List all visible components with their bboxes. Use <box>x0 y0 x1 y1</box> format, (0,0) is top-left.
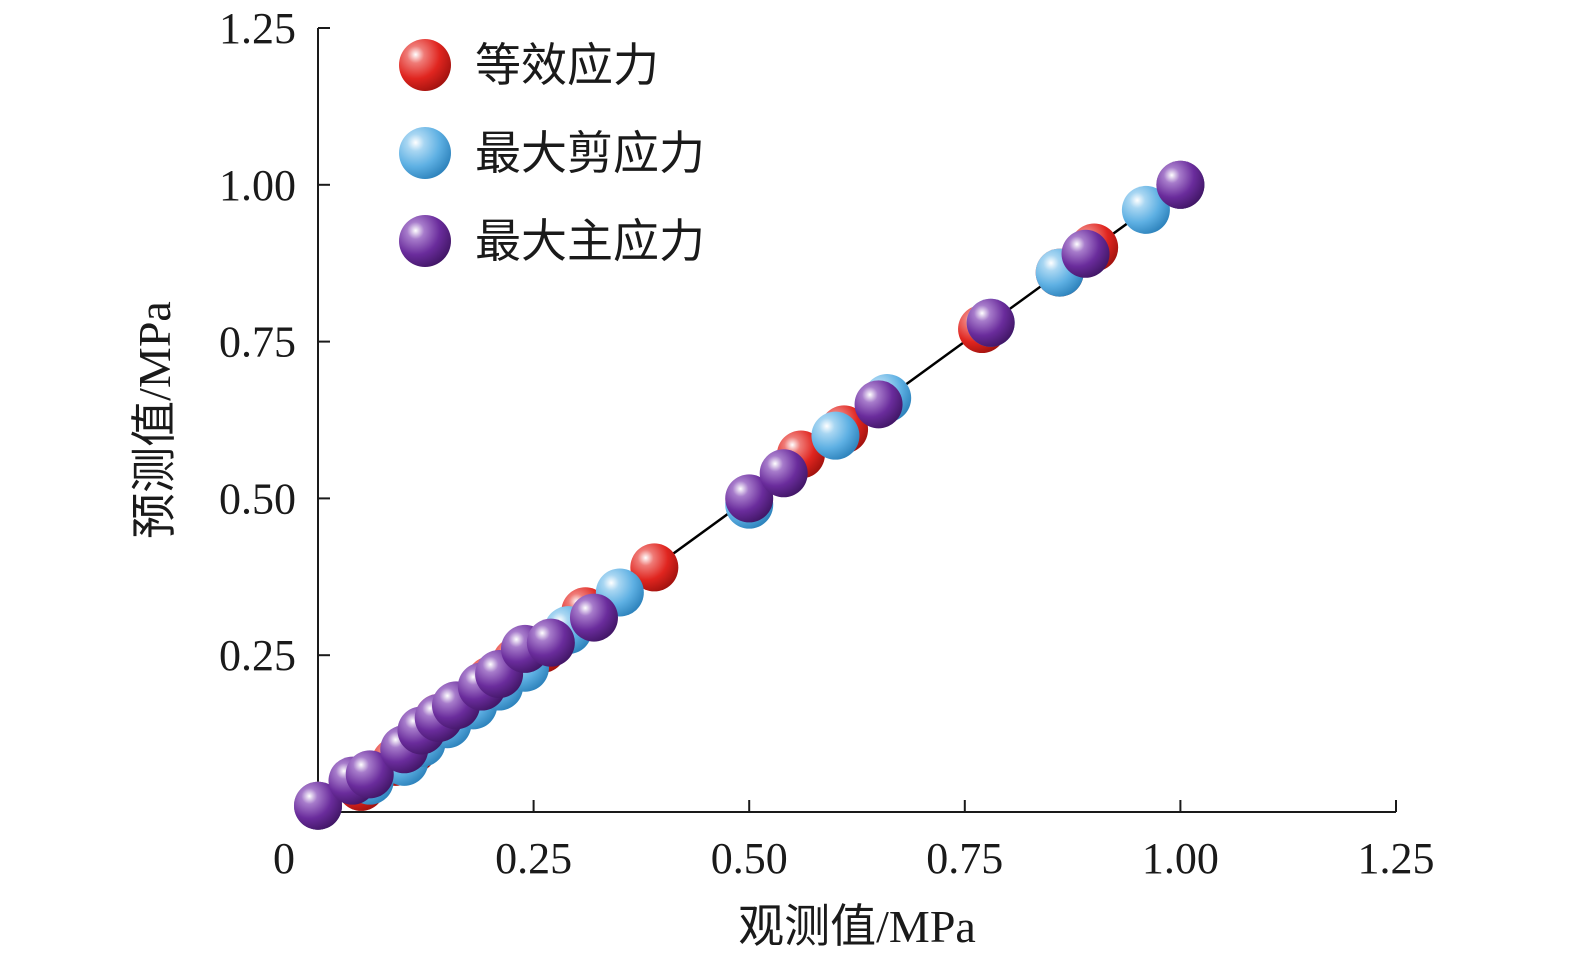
y-tick-label: 0.50 <box>219 474 296 523</box>
plot-area <box>294 160 1205 830</box>
legend-marker <box>399 39 451 91</box>
x-tick-label: 1.25 <box>1358 834 1435 883</box>
y-tick-label: 0.25 <box>219 631 296 680</box>
legend-marker <box>399 127 451 179</box>
y-tick-label: 1.00 <box>219 161 296 210</box>
data-point <box>569 593 618 642</box>
data-point <box>811 411 860 460</box>
data-point <box>294 781 342 830</box>
data-point <box>345 750 394 799</box>
data-point <box>1121 185 1170 234</box>
data-point <box>1156 160 1205 209</box>
y-tick-label: 0.75 <box>219 318 296 367</box>
legend-label: 最大剪应力 <box>475 128 705 179</box>
axes: 0.25 0.50 0.75 1.00 1.25 0 0.25 0.50 0.75 1.00 1.… <box>219 4 1435 883</box>
legend-label: 最大主应力 <box>475 216 705 267</box>
x-tick-label: 0.25 <box>495 834 572 883</box>
x-tick-label: 0.50 <box>711 834 788 883</box>
data-point <box>725 474 774 523</box>
data-point <box>966 298 1015 347</box>
x-tick-label: 1.00 <box>1142 834 1219 883</box>
legend-marker <box>399 215 451 267</box>
y-tick-label: 1.25 <box>219 4 296 53</box>
data-point <box>526 618 575 667</box>
legend-label: 等效应力 <box>475 40 659 91</box>
series-group <box>294 160 1205 830</box>
x-ticks: 0 0.25 0.50 0.75 1.00 1.25 <box>273 800 1435 883</box>
x-tick-label: 0 <box>273 834 295 883</box>
data-point <box>1061 229 1110 278</box>
data-point <box>630 543 679 592</box>
data-points <box>294 160 1205 830</box>
data-point <box>854 380 903 429</box>
x-tick-label: 0.75 <box>926 834 1003 883</box>
y-ticks: 0.25 0.50 0.75 1.00 1.25 <box>219 4 330 680</box>
y-axis-title: 预测值/MPa <box>129 301 180 539</box>
x-axis-title: 观测值/MPa <box>738 901 976 952</box>
data-point <box>759 449 808 498</box>
